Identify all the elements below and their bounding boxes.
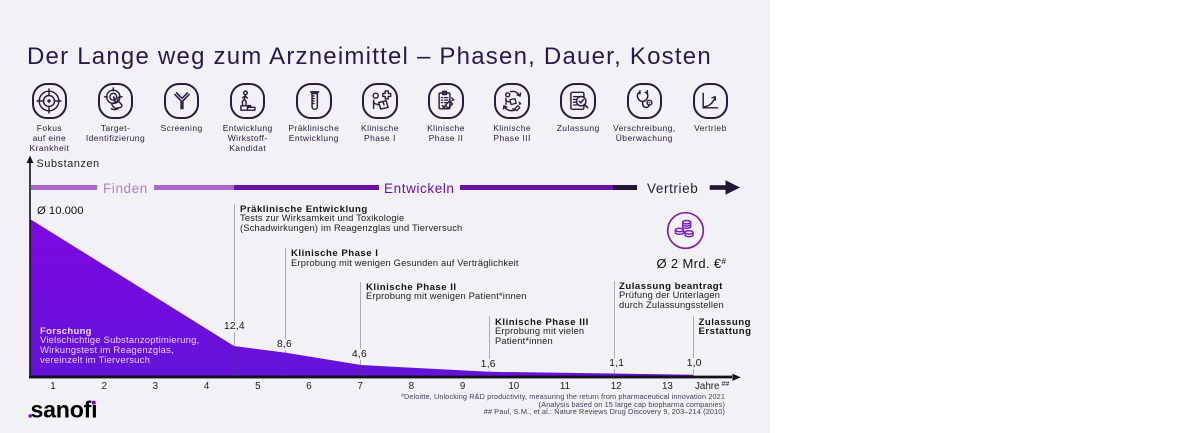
svg-text:sanofı: sanofı (31, 397, 98, 423)
